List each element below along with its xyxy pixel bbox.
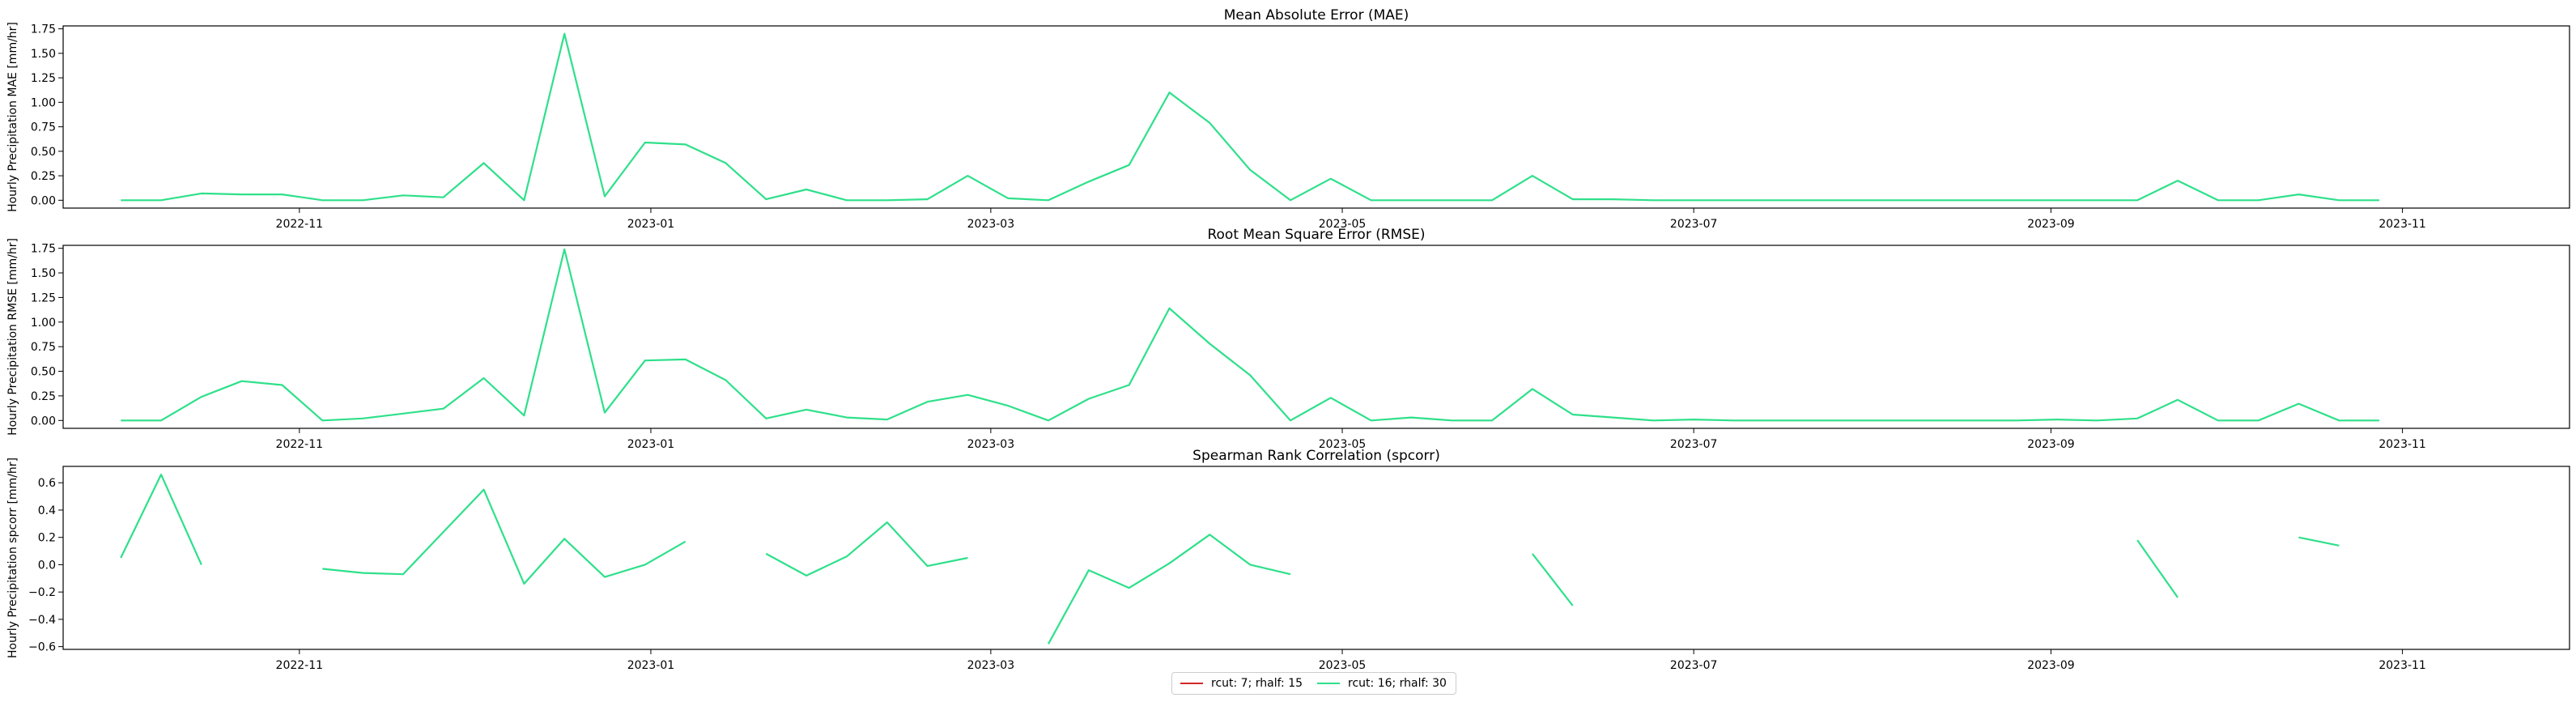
chart-title: Spearman Rank Correlation (spcorr) <box>1192 448 1440 464</box>
x-tick-label: 2023-01 <box>627 218 675 231</box>
y-tick-label: 0.2 <box>38 532 56 545</box>
x-tick-label: 2023-11 <box>2378 659 2426 672</box>
series-line-segment <box>2136 539 2179 598</box>
y-axis-label: Hourly Precipitation spcorr [mm/hr] <box>6 457 19 658</box>
y-tick-label: 0.50 <box>31 366 56 379</box>
legend-label-rcut16: rcut: 16; rhalf: 30 <box>1348 677 1447 690</box>
x-tick-label: 2023-03 <box>967 438 1015 451</box>
y-tick-label: 1.50 <box>31 267 56 280</box>
x-tick-label: 2023-01 <box>627 438 675 451</box>
y-tick-label: 1.25 <box>31 291 56 304</box>
x-tick-label: 2022-11 <box>276 218 324 231</box>
y-tick-label: −0.4 <box>28 614 56 627</box>
y-tick-label: 0.25 <box>31 170 56 183</box>
y-tick-label: 0.50 <box>31 146 56 159</box>
x-tick-label: 2022-11 <box>276 659 324 672</box>
y-tick-label: 1.50 <box>31 48 56 61</box>
x-tick-label: 2022-11 <box>276 438 324 451</box>
chart-panel-2: Root Mean Square Error (RMSE) Hourly Prec… <box>6 227 2570 451</box>
y-tick-label: 0.4 <box>38 504 56 517</box>
y-tick-label: 0.00 <box>31 194 56 207</box>
chart-title: Mean Absolute Error (MAE) <box>1224 7 1409 23</box>
x-tick-label: 2023-09 <box>2027 438 2075 451</box>
y-tick-label: 0.00 <box>31 415 56 428</box>
y-tick-label: 0.6 <box>38 477 56 490</box>
legend-entry-rcut7: rcut: 7; rhalf: 15 <box>1180 677 1303 690</box>
y-tick-label: 1.75 <box>31 23 56 36</box>
y-tick-label: 1.00 <box>31 317 56 330</box>
x-tick-label: 2023-09 <box>2027 659 2075 672</box>
y-axis-label: Hourly Precipitation MAE [mm/hr] <box>6 22 19 212</box>
y-tick-label: 0.25 <box>31 390 56 403</box>
series-line-segment <box>765 521 968 577</box>
legend: rcut: 7; rhalf: 15 rcut: 16; rhalf: 30 <box>1171 672 1456 695</box>
y-tick-label: 0.75 <box>31 121 56 134</box>
y-tick-label: 1.25 <box>31 72 56 85</box>
y-axis-label: Hourly Precipitation RMSE [mm/hr] <box>6 238 19 436</box>
series-line-segment <box>2298 536 2340 547</box>
x-tick-label: 2023-03 <box>967 659 1015 672</box>
y-tick-label: −0.2 <box>28 586 56 599</box>
series-line-segment <box>322 488 687 585</box>
x-tick-label: 2023-11 <box>2378 438 2426 451</box>
plot-frame <box>62 466 2570 650</box>
chart-title: Root Mean Square Error (RMSE) <box>1207 227 1425 243</box>
y-tick-label: 1.75 <box>31 243 56 256</box>
y-tick-label: 1.00 <box>31 96 56 109</box>
legend-swatch-rcut16 <box>1317 683 1341 684</box>
series-line-segment <box>121 32 2380 202</box>
series-line-segment <box>1532 553 1574 606</box>
series-line-segment <box>120 473 202 565</box>
series-line-segment <box>1048 534 1291 645</box>
x-tick-label: 2023-05 <box>1319 438 1367 451</box>
x-tick-label: 2023-07 <box>1670 218 1718 231</box>
x-tick-label: 2023-11 <box>2378 218 2426 231</box>
chart-panel-3: Spearman Rank Correlation (spcorr) Hourly… <box>6 448 2570 672</box>
legend-entry-rcut16: rcut: 16; rhalf: 30 <box>1317 677 1447 690</box>
series-line-segment <box>121 248 2380 422</box>
x-tick-label: 2023-05 <box>1319 218 1367 231</box>
x-tick-label: 2023-05 <box>1319 659 1367 672</box>
x-tick-label: 2023-03 <box>967 218 1015 231</box>
legend-swatch-rcut7 <box>1180 683 1203 684</box>
plot-frame <box>62 245 2570 429</box>
plot-frame <box>62 25 2570 209</box>
x-tick-label: 2023-01 <box>627 659 675 672</box>
y-tick-label: −0.6 <box>28 641 56 654</box>
x-tick-label: 2023-07 <box>1670 438 1718 451</box>
x-tick-label: 2023-09 <box>2027 218 2075 231</box>
y-tick-label: 0.75 <box>31 341 56 354</box>
legend-label-rcut7: rcut: 7; rhalf: 15 <box>1211 677 1303 690</box>
chart-panel-1: Mean Absolute Error (MAE) Hourly Precipit… <box>6 7 2570 231</box>
x-tick-label: 2023-07 <box>1670 659 1718 672</box>
y-tick-label: 0.0 <box>38 559 56 572</box>
